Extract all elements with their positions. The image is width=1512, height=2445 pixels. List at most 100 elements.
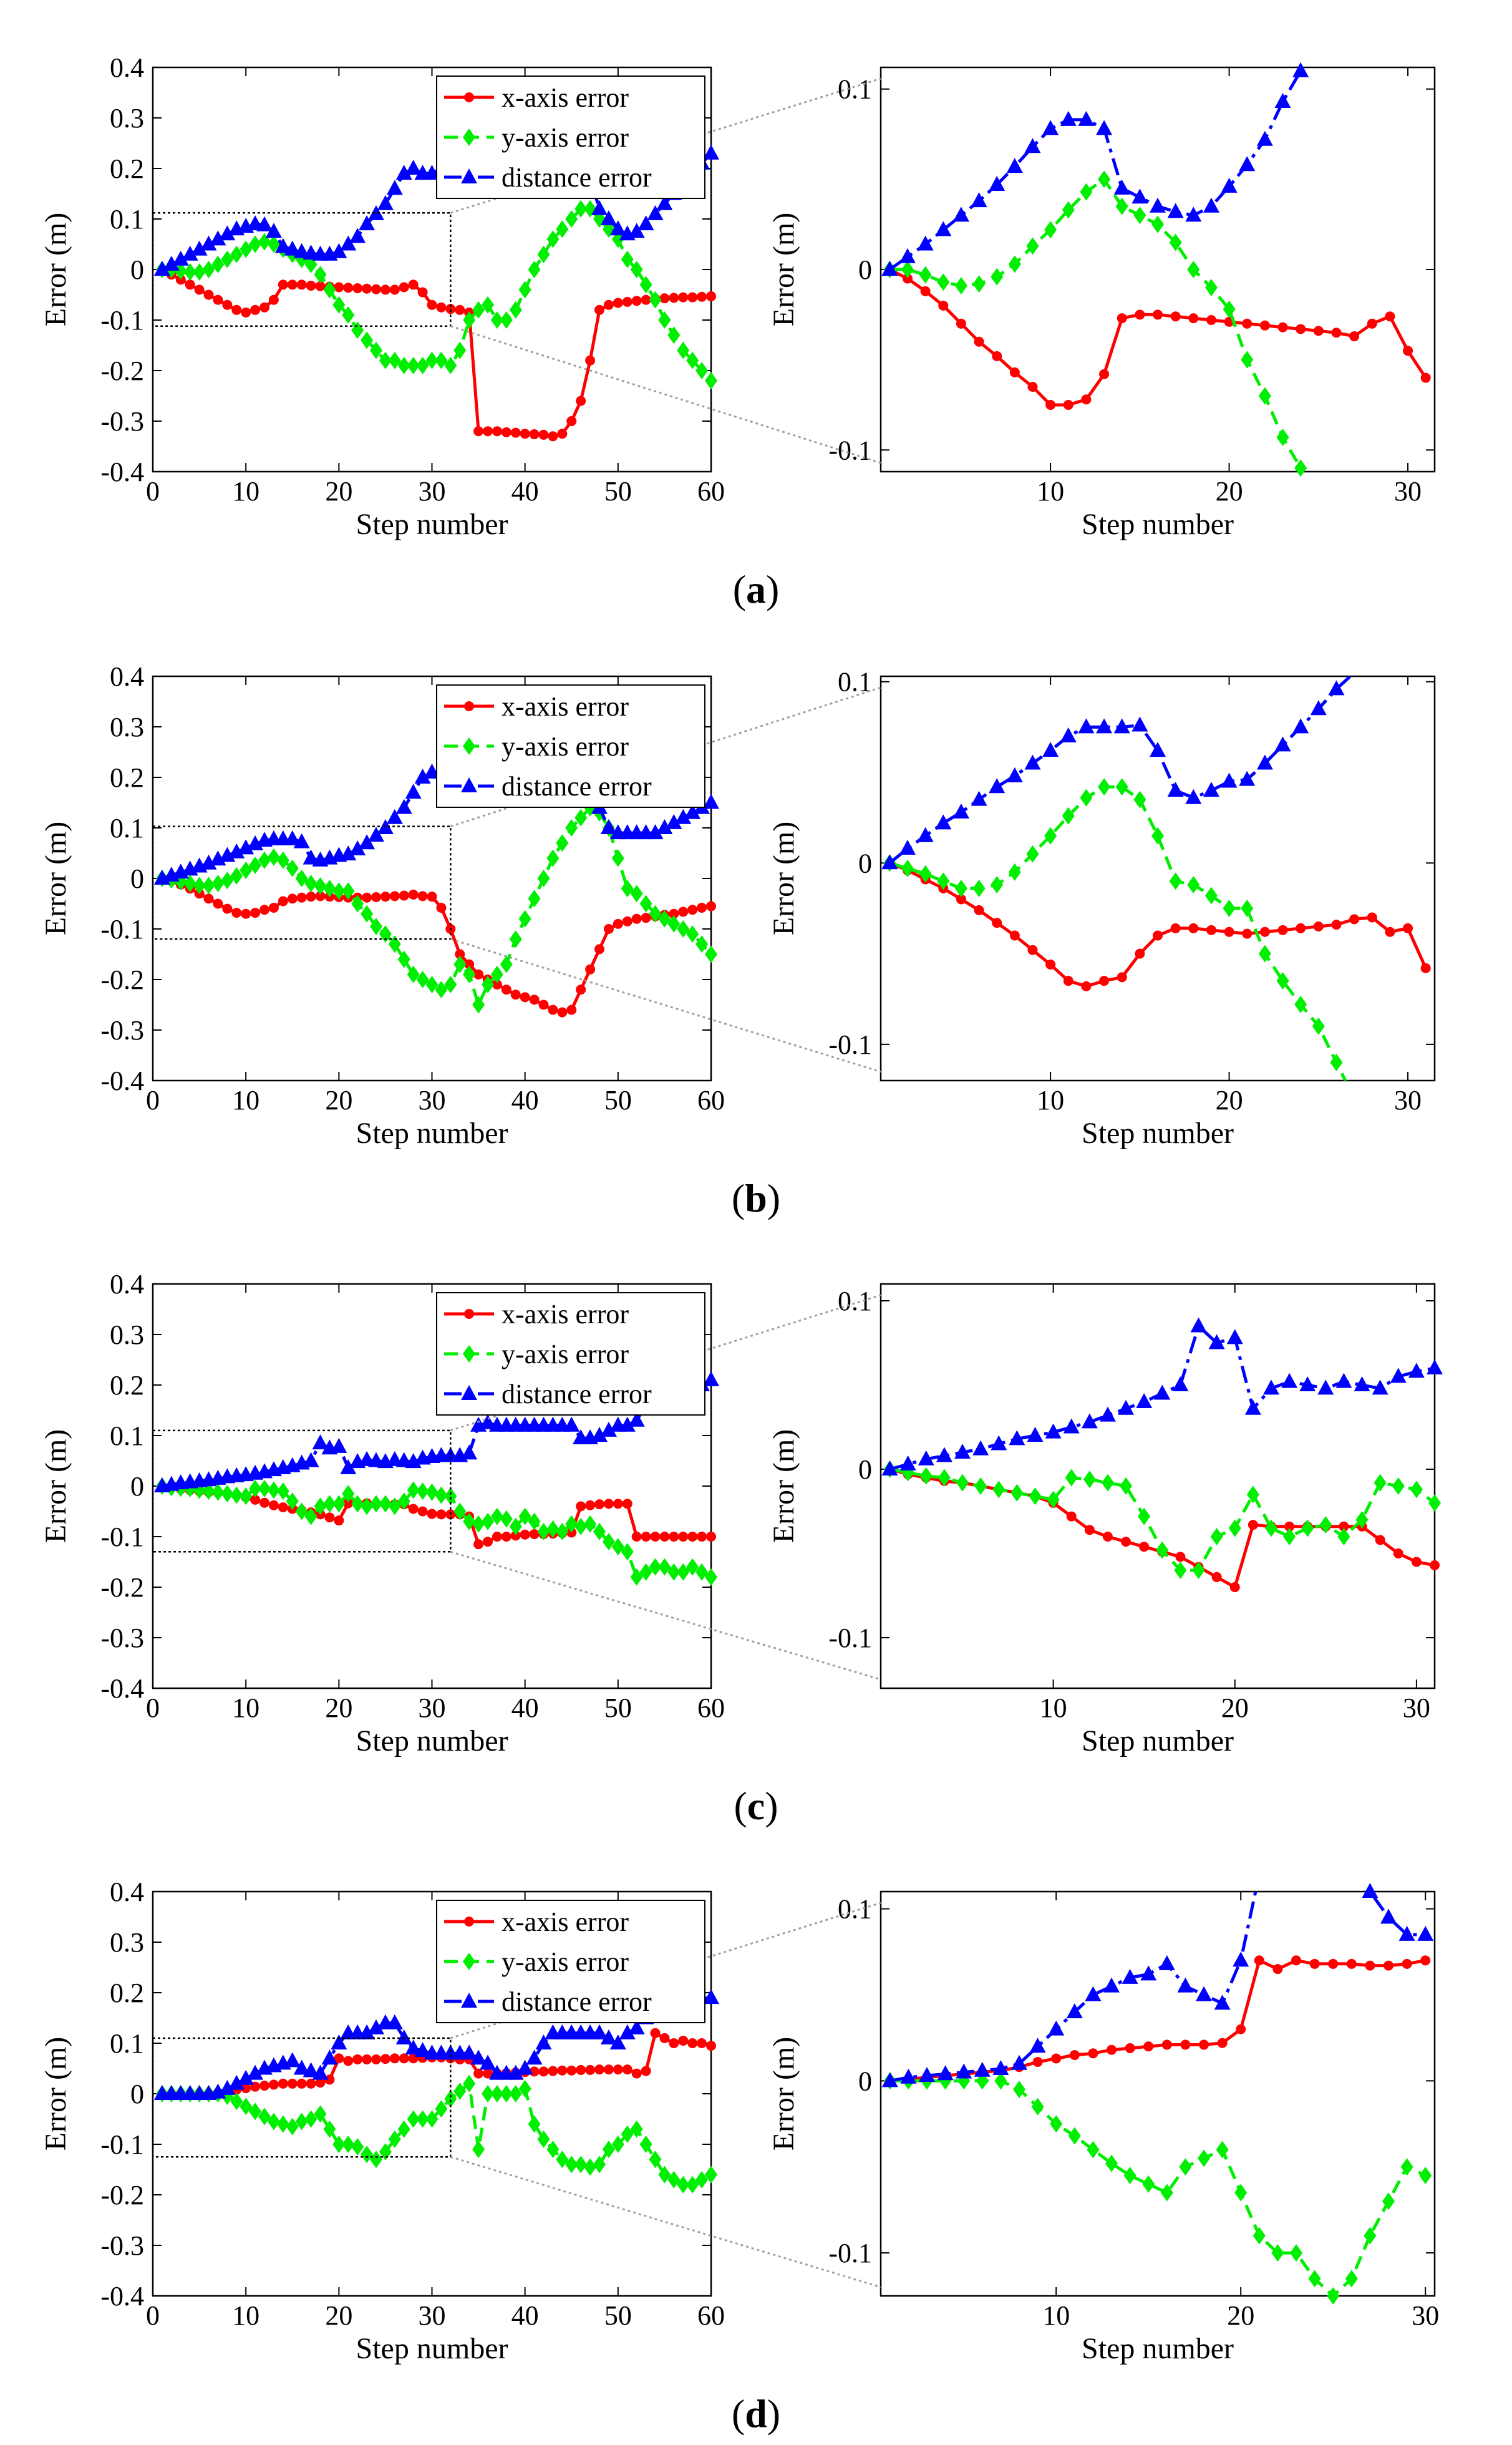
panel-c-zoom-point-3 [991, 1435, 1007, 1451]
panel-c-main-point-2 [240, 1487, 253, 1505]
panel-d-main-point-2 [611, 2136, 624, 2153]
panel-d-main-point-1 [352, 2054, 363, 2064]
panel-c-main-point-2 [528, 1512, 541, 1530]
panel-d-main-point-2 [658, 2166, 671, 2184]
panel-c-zoom-xtick-label: 10 [1040, 1693, 1067, 1723]
panel-b-caption-letter: b [745, 1176, 767, 1220]
panel-b-main-point-2 [546, 849, 560, 867]
panel-d-legend-label-2: y-axis error [502, 1947, 629, 1977]
panel-d-zoom-point-1 [1254, 1955, 1264, 1966]
panel-c-main-ytick-label: 0.4 [110, 1269, 144, 1300]
panel-c-main-point-2 [509, 1517, 522, 1535]
panel-d-main-point-2 [695, 2170, 709, 2189]
panel-a-main-point-1 [669, 293, 679, 303]
panel-d-main-point-2 [630, 2120, 643, 2138]
panel-a-main-point-1 [455, 304, 465, 315]
panel-c-zoom-point-1 [1139, 1542, 1150, 1552]
panel-c-main-point-1 [520, 1529, 530, 1540]
panel-b-main-point-3 [600, 819, 617, 834]
panel-b-main-point-3 [703, 794, 719, 809]
panel-a-caption-close: ) [766, 567, 779, 611]
panel-a-legend-label-3: distance error [502, 162, 652, 193]
panel-c-zoom-point-2 [974, 1477, 987, 1495]
panel-a-main-point-3 [331, 243, 347, 258]
panel-a-main-point-1 [492, 426, 502, 437]
panel-b-zoom-point-2 [1080, 789, 1093, 807]
panel-b-main-point-2 [425, 976, 439, 994]
panel-c-main-point-1 [417, 1506, 428, 1517]
panel-d-main-point-1 [557, 2065, 568, 2076]
panel-b-zoom-point-3 [1310, 700, 1327, 716]
panel-b-main-point-1 [380, 892, 390, 902]
panel-b-main-point-3 [386, 809, 403, 824]
panel-b-main-point-2 [267, 848, 280, 866]
panel-d-zoom-point-1 [1309, 1958, 1320, 1969]
panel-b-main-point-1 [250, 908, 261, 918]
panel-a-zoom-point-1 [1331, 328, 1342, 338]
panel-a-main-point-2 [574, 200, 588, 218]
panel-c-zoom-point-2 [938, 1469, 951, 1487]
panel-b-main-point-2 [332, 882, 346, 900]
panel-c-main-xtick-label: 50 [604, 1693, 632, 1723]
panel-d-caption-letter: d [745, 2391, 767, 2436]
panel-d-main-point-3 [703, 1989, 719, 2005]
panel-c-legend-label-1: x-axis error [502, 1299, 629, 1329]
panel-b-main-point-3 [656, 819, 673, 834]
panel-a-zoom-point-2 [901, 261, 914, 278]
panel-c-main-point-2 [230, 1486, 243, 1504]
panel-c-zoom-point-3 [1027, 1427, 1044, 1442]
panel-d-main-point-1 [287, 2078, 298, 2089]
panel-a-main-point-2 [388, 351, 401, 369]
panel-a-zoom-point-2 [991, 268, 1004, 286]
panel-c-main-xtick-label: 30 [419, 1693, 446, 1723]
panel-b-main-point-2 [677, 920, 690, 938]
panel-b-zoom-point-1 [974, 905, 984, 915]
panel-a-main-point-2 [472, 301, 485, 319]
panel-a-zoom-series-line-1 [889, 268, 1427, 407]
panel-b-main-point-1 [548, 1004, 558, 1015]
panel-d-main-xtick-label: 30 [419, 2300, 446, 2331]
panel-d-main-y-axis-label: Error (m) [39, 2037, 72, 2151]
panel-d-legend-marker-2 [463, 1953, 475, 1970]
panel-d-main-point-2 [518, 2079, 531, 2097]
panel-c-main-point-2 [425, 1483, 439, 1501]
panel-b-main-point-3 [303, 849, 319, 865]
panel-a-main-point-2 [658, 311, 671, 329]
panel-d-main-point-3 [600, 2029, 617, 2044]
panel-a-zoom-x-axis-label: Step number [1082, 508, 1234, 541]
panel-a-zoom-point-3 [1060, 110, 1077, 126]
panel-a-main-point-1 [436, 302, 447, 313]
panel-c-main-point-1 [343, 1498, 354, 1509]
panel-d-zoom-x-axis-label: Step number [1082, 2332, 1234, 2365]
panel-a-main-xtick-label: 0 [146, 476, 160, 507]
panel-a-zoom-point-3 [1113, 179, 1130, 195]
panel-d-main-point-2 [388, 2130, 401, 2148]
panel-a-zoom-point-1 [1403, 346, 1413, 356]
panel-d-main-x-axis-label: Step number [356, 2332, 508, 2365]
panel-d-zoom-point-1 [1420, 1955, 1431, 1966]
panel-d-main-xtick-label: 60 [697, 2300, 725, 2331]
panel-b-zoom-point-2 [937, 872, 950, 890]
panel-a-zoom-point-1 [992, 351, 1002, 361]
panel-a-main-point-1 [427, 299, 437, 310]
panel-d-main-point-2 [565, 2156, 578, 2174]
panel-d-zoom-point-1 [1365, 1960, 1375, 1971]
panel-d-main-point-3 [321, 2049, 338, 2065]
panel-d-main-point-1 [585, 2064, 596, 2075]
panel-d-zoom-point-2 [1160, 2184, 1173, 2202]
panel-b-zoom-point-1 [1385, 926, 1395, 937]
panel-c-main-point-1 [492, 1532, 502, 1542]
panel-a-zoom-point-1 [974, 336, 984, 347]
panel-c-caption-open: ( [734, 1784, 747, 1828]
panel-a-zoom-point-2 [1223, 300, 1236, 318]
panel-d-zoom-point-1 [1384, 1960, 1393, 1971]
panel-b-zoom-point-1 [1242, 928, 1253, 939]
panel-a-main-point-3 [359, 215, 376, 231]
panel-c-zoom-point-1 [1175, 1552, 1186, 1562]
panel-c-legend-marker-3 [461, 1385, 477, 1400]
panel-d-zoom-series-line-3 [889, 1892, 1426, 2083]
panel-b-zoom-point-1 [1331, 920, 1342, 930]
panel-c-main-point-2 [407, 1481, 420, 1499]
panel-c-legend-marker-2 [463, 1345, 475, 1363]
panel-a-zoom-point-2 [1151, 215, 1164, 233]
